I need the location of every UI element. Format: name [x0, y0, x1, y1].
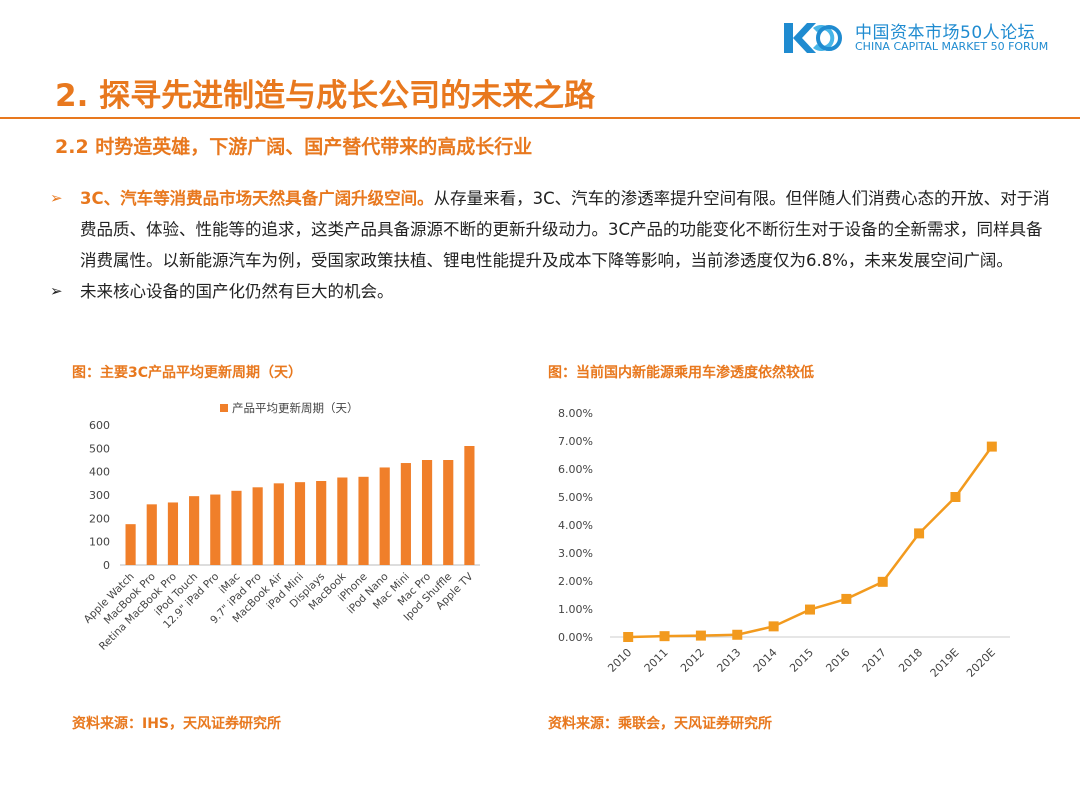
x-tick-label: 2013: [714, 646, 743, 675]
data-point: [659, 631, 670, 642]
bullet-item-1: ➢ 3C、汽车等消费品市场天然具备广阔升级空间。从存量来看，3C、汽车的渗透率提…: [50, 183, 1050, 276]
bar: [167, 502, 179, 565]
data-point: [805, 604, 815, 615]
forum-logo: 中国资本市场50人论坛 CHINA CAPITAL MARKET 50 FORU…: [783, 18, 1063, 58]
data-point: [695, 630, 706, 641]
bar: [189, 496, 200, 565]
x-tick-label: 2015: [787, 646, 816, 675]
forum-name-cn: 中国资本市场50人论坛: [855, 23, 1036, 43]
data-point: [623, 632, 634, 642]
bar: [379, 467, 390, 565]
y-tick-label: 600: [89, 419, 110, 432]
y-tick-label: 400: [89, 466, 110, 479]
data-point: [768, 621, 779, 632]
arrow-bullet-icon: ➢: [50, 189, 63, 207]
bar: [231, 490, 242, 565]
x-tick-label: 2018: [896, 646, 925, 675]
x-tick-label: 2019E: [928, 646, 962, 680]
bullet-lead: 3C、汽车等消费品市场天然具备广阔升级空间。: [80, 189, 434, 208]
data-point: [914, 528, 925, 539]
y-tick-label: 200: [89, 512, 110, 525]
x-tick-label: 2016: [823, 646, 852, 675]
bar: [316, 481, 327, 565]
bar: [400, 463, 411, 565]
bullet-item-2: ➢ 未来核心设备的国产化仍然有巨大的机会。: [50, 276, 1050, 307]
nev-penetration-line-chart: 0.00% 1.00% 2.00% 3.00% 4.00% 5.00% 6.00% 7.00%…: [558, 407, 1010, 680]
arrow-bullet-icon: ➢: [50, 282, 63, 300]
bar: [421, 460, 433, 565]
k50-logo-mark: [784, 23, 842, 53]
page-title: 2. 探寻先进制造与成长公司的未来之路: [55, 78, 596, 114]
bar: [443, 460, 454, 565]
bar: [210, 494, 221, 565]
bar: [273, 483, 284, 565]
legend-swatch: [220, 404, 228, 412]
x-tick-label: 2012: [678, 646, 707, 675]
y-tick-label: 1.00%: [558, 603, 593, 616]
y-tick-label: 7.00%: [558, 435, 593, 448]
legend-label: 产品平均更新周期（天）: [232, 401, 359, 415]
data-point: [841, 593, 852, 604]
bar: [146, 504, 157, 565]
y-tick-label: 8.00%: [558, 407, 593, 420]
y-tick-label: 2.00%: [558, 575, 593, 588]
bullet-list: ➢ 3C、汽车等消费品市场天然具备广阔升级空间。从存量来看，3C、汽车的渗透率提…: [50, 183, 1050, 307]
left-figure-source: 资料来源：IHS，天风证券研究所: [72, 716, 282, 732]
bar: [252, 487, 263, 565]
bullet-text: 未来核心设备的国产化仍然有巨大的机会。: [80, 282, 394, 301]
data-point: [877, 576, 888, 587]
y-tick-label: 6.00%: [558, 463, 593, 476]
y-tick-label: 0.00%: [558, 631, 593, 644]
bullet-text: 从存量来看，3C、汽车的渗透率提升空间有限。但伴随人们消费心态的开放、对于消费品…: [80, 189, 1050, 270]
x-tick-label: 2011: [642, 646, 671, 675]
x-tick-label: 2020E: [964, 646, 998, 680]
x-tick-label: 2010: [605, 646, 634, 675]
data-point: [732, 629, 743, 640]
y-tick-label: 5.00%: [558, 491, 593, 504]
data-point: [950, 492, 961, 502]
title-divider: [0, 117, 1080, 119]
y-tick-label: 500: [89, 442, 110, 455]
x-tick-label: 2017: [860, 646, 889, 675]
y-tick-label: 0: [103, 559, 110, 572]
bar: [464, 446, 475, 565]
x-tick-label: 2014: [751, 646, 780, 675]
forum-name-en: CHINA CAPITAL MARKET 50 FORUM: [855, 40, 1049, 53]
y-tick-label: 4.00%: [558, 519, 593, 532]
bar: [358, 476, 369, 565]
right-figure-caption: 图：当前国内新能源乘用车渗透度依然较低: [548, 365, 814, 381]
bar: [294, 482, 306, 565]
y-tick-label: 300: [89, 489, 110, 502]
left-figure-caption: 图：主要3C产品平均更新周期（天）: [72, 365, 303, 381]
bar: [125, 524, 136, 565]
bar: [337, 477, 348, 565]
data-point: [986, 441, 997, 452]
y-tick-label: 100: [89, 536, 110, 549]
y-tick-label: 3.00%: [558, 547, 593, 560]
section-subtitle: 2.2 时势造英雄，下游广阔、国产替代带来的高成长行业: [55, 136, 533, 158]
right-figure-source: 资料来源：乘联会，天风证券研究所: [548, 716, 772, 732]
